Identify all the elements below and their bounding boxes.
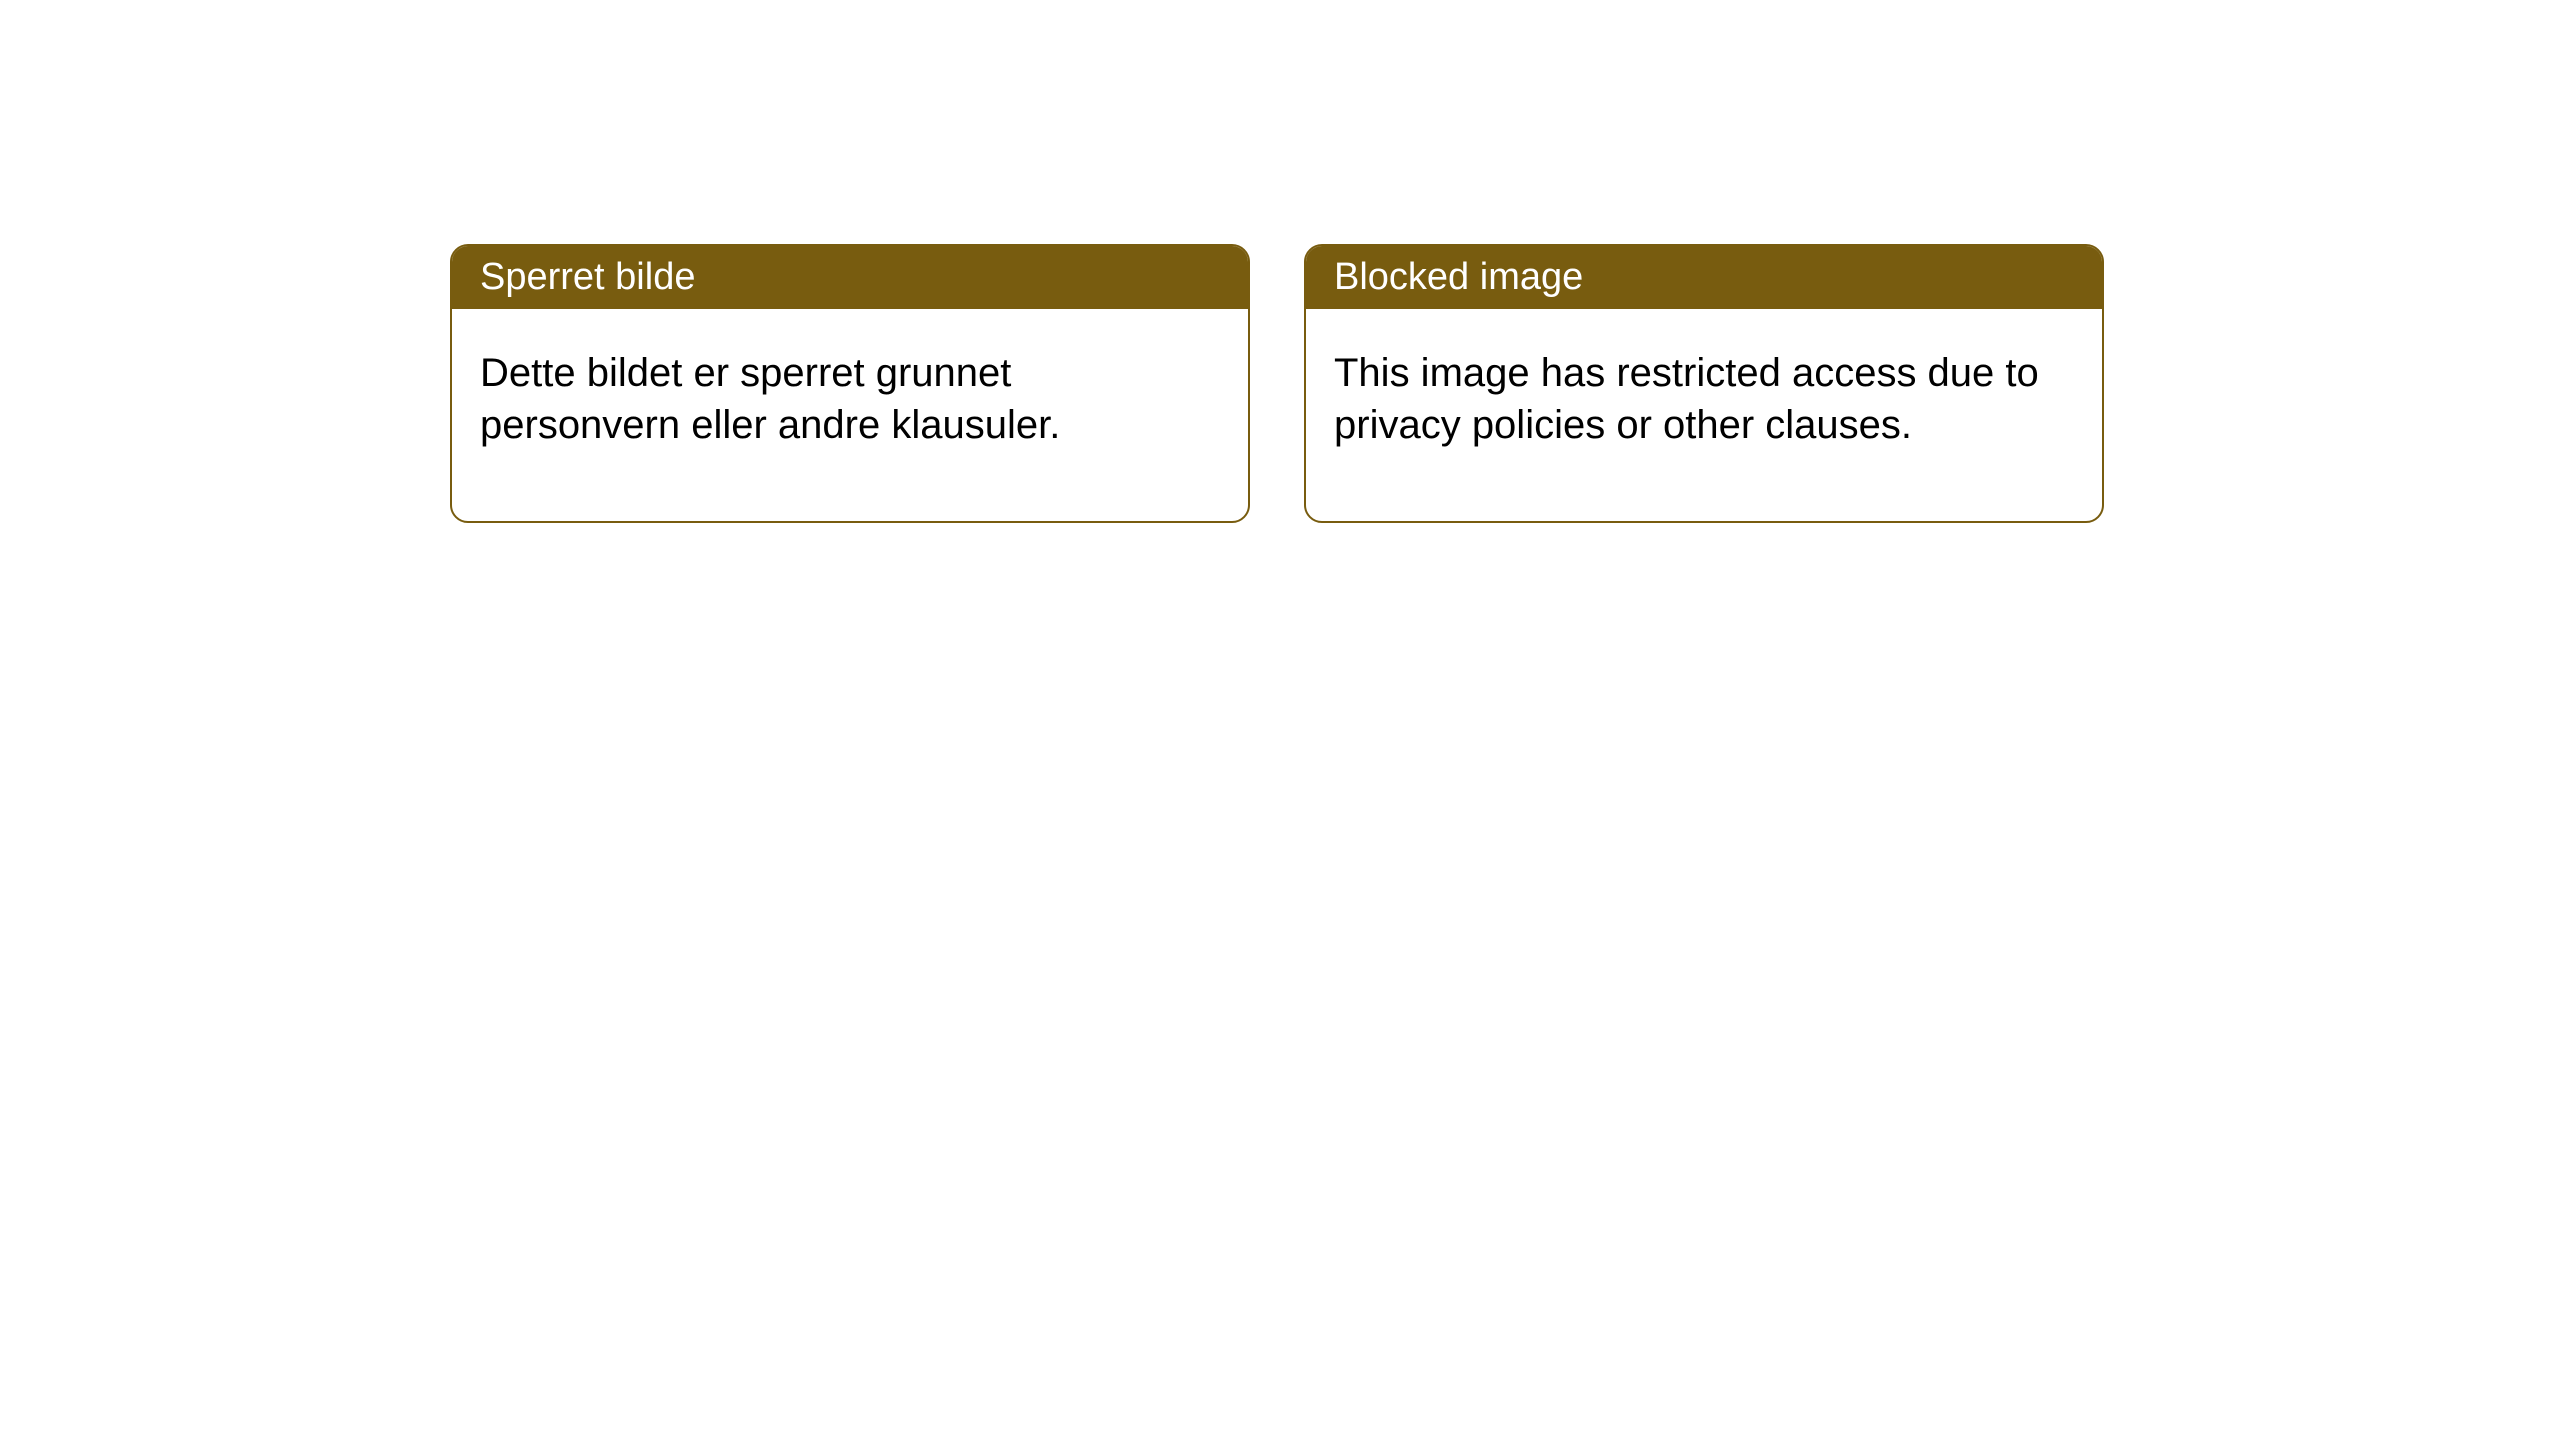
- blocked-image-card-english: Blocked image This image has restricted …: [1304, 244, 2104, 523]
- card-body-norwegian: Dette bildet er sperret grunnet personve…: [452, 309, 1248, 521]
- blocked-image-card-norwegian: Sperret bilde Dette bildet er sperret gr…: [450, 244, 1250, 523]
- card-title-norwegian: Sperret bilde: [452, 246, 1248, 309]
- card-body-english: This image has restricted access due to …: [1306, 309, 2102, 521]
- card-title-english: Blocked image: [1306, 246, 2102, 309]
- notice-cards-container: Sperret bilde Dette bildet er sperret gr…: [450, 244, 2104, 523]
